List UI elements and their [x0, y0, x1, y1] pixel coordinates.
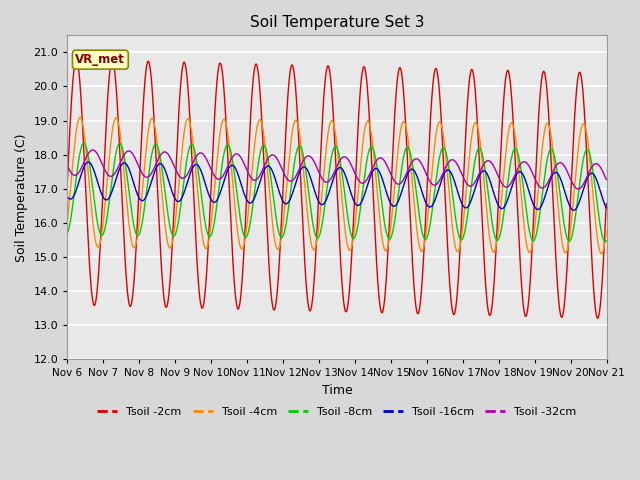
- Line: Tsoil -16cm: Tsoil -16cm: [67, 162, 606, 210]
- Tsoil -4cm: [63, 218, 71, 224]
- Tsoil -16cm: [171, 195, 179, 201]
- Tsoil -4cm: [602, 228, 610, 234]
- Tsoil -32cm: [184, 171, 191, 177]
- Tsoil -32cm: [602, 177, 610, 182]
- Line: Tsoil -8cm: Tsoil -8cm: [67, 143, 606, 241]
- Tsoil -16cm: [539, 200, 547, 206]
- Tsoil -16cm: [184, 179, 191, 185]
- Tsoil -32cm: [244, 169, 252, 175]
- X-axis label: Time: Time: [322, 384, 353, 397]
- Tsoil -32cm: [63, 163, 71, 168]
- Tsoil -8cm: [420, 236, 428, 242]
- Tsoil -4cm: [244, 214, 252, 219]
- Tsoil -32cm: [574, 186, 582, 192]
- Tsoil -8cm: [602, 239, 609, 244]
- Tsoil -8cm: [244, 231, 252, 237]
- Tsoil -4cm: [76, 114, 84, 120]
- Tsoil -2cm: [594, 315, 602, 321]
- Tsoil -2cm: [171, 198, 179, 204]
- Tsoil -32cm: [420, 168, 428, 173]
- Tsoil -8cm: [184, 153, 191, 158]
- Tsoil -16cm: [602, 205, 610, 211]
- Tsoil -8cm: [63, 230, 71, 236]
- Tsoil -32cm: [171, 164, 179, 170]
- Tsoil -8cm: [539, 189, 547, 195]
- Tsoil -16cm: [63, 193, 71, 199]
- Text: VR_met: VR_met: [76, 53, 125, 66]
- Title: Soil Temperature Set 3: Soil Temperature Set 3: [250, 15, 424, 30]
- Tsoil -2cm: [184, 80, 191, 86]
- Tsoil -2cm: [420, 235, 428, 241]
- Tsoil -4cm: [184, 116, 191, 122]
- Tsoil -16cm: [491, 194, 499, 200]
- Tsoil -4cm: [491, 247, 499, 253]
- Line: Tsoil -4cm: Tsoil -4cm: [67, 117, 606, 253]
- Tsoil -4cm: [171, 226, 179, 232]
- Legend: Tsoil -2cm, Tsoil -4cm, Tsoil -8cm, Tsoil -16cm, Tsoil -32cm: Tsoil -2cm, Tsoil -4cm, Tsoil -8cm, Tsoi…: [93, 403, 581, 422]
- Tsoil -2cm: [72, 57, 80, 62]
- Tsoil -2cm: [491, 264, 499, 270]
- Tsoil -2cm: [539, 71, 547, 76]
- Tsoil -8cm: [171, 233, 179, 239]
- Tsoil -2cm: [63, 179, 71, 185]
- Y-axis label: Soil Temperature (C): Soil Temperature (C): [15, 133, 28, 262]
- Line: Tsoil -2cm: Tsoil -2cm: [67, 60, 606, 318]
- Line: Tsoil -32cm: Tsoil -32cm: [67, 150, 606, 189]
- Tsoil -16cm: [570, 207, 577, 213]
- Tsoil -16cm: [244, 199, 252, 204]
- Tsoil -2cm: [244, 168, 252, 173]
- Tsoil -32cm: [491, 166, 499, 172]
- Tsoil -4cm: [539, 143, 547, 148]
- Tsoil -4cm: [420, 240, 428, 245]
- Tsoil -16cm: [420, 197, 428, 203]
- Tsoil -8cm: [491, 234, 499, 240]
- Tsoil -8cm: [602, 238, 610, 244]
- Tsoil -8cm: [80, 140, 88, 146]
- Tsoil -16cm: [84, 159, 92, 165]
- Tsoil -4cm: [598, 251, 605, 256]
- Tsoil -2cm: [602, 201, 610, 206]
- Tsoil -32cm: [539, 185, 547, 191]
- Tsoil -32cm: [89, 147, 97, 153]
